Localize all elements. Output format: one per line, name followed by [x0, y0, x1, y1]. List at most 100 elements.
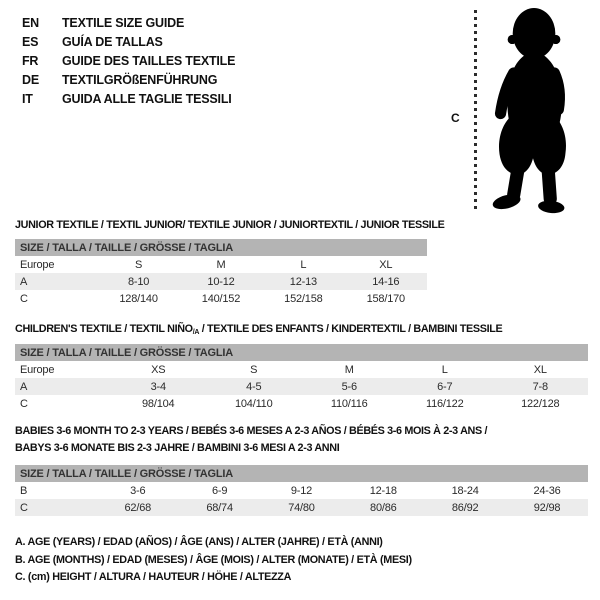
section-title-text: CHILDREN'S TEXTILE / TEXTIL NIÑO — [15, 323, 193, 335]
language-list: EN TEXTILE SIZE GUIDE ES GUÍA DE TALLAS FR GU… — [22, 13, 235, 108]
size-band-label: SIZE / TALLA / TAILLE / GRÖSSE / TAGLIA — [20, 346, 234, 359]
language-row: IT GUIDA ALLE TAGLIE TESSILI — [22, 89, 235, 108]
size-cell: 3-6 — [130, 484, 146, 497]
language-title: GUIDA ALLE TAGLIE TESSILI — [62, 91, 232, 106]
size-cell: L — [441, 363, 448, 376]
section-title-text: BABYS 3-6 MONATE BIS 2-3 JAHRE / BAMBINI… — [15, 442, 340, 454]
size-cell: 80/86 — [370, 501, 397, 514]
size-cell: 10-12 — [207, 275, 235, 288]
table-row: Europe XS S M L XL — [15, 361, 588, 378]
size-band-row: SIZE / TALLA / TAILLE / GRÖSSE / TAGLIA — [15, 239, 427, 256]
babies-size-table: SIZE / TALLA / TAILLE / GRÖSSE / TAGLIA … — [15, 465, 588, 516]
size-cell: XL — [533, 363, 547, 376]
section-title-junior: JUNIOR TEXTILE / TEXTIL JUNIOR/ TEXTILE … — [15, 217, 445, 234]
table-row: A 3-4 4-5 5-6 6-7 7-8 — [15, 378, 588, 395]
row-label: B — [20, 484, 28, 497]
size-cell: 12-13 — [289, 275, 317, 288]
language-row: EN TEXTILE SIZE GUIDE — [22, 13, 235, 32]
language-row: DE TEXTILGRÖßENFÜHRUNG — [22, 70, 235, 89]
size-cell: 5-6 — [341, 380, 358, 393]
row-label: A — [20, 275, 28, 288]
size-cell: 3-4 — [150, 380, 167, 393]
section-title-children: CHILDREN'S TEXTILE / TEXTIL NIÑO/A / TEX… — [15, 321, 503, 341]
size-cell: M — [216, 258, 226, 271]
size-cell: 116/122 — [425, 397, 464, 410]
size-cell: 86/92 — [451, 501, 479, 514]
size-cell: S — [250, 363, 258, 376]
size-band-label: SIZE / TALLA / TAILLE / GRÖSSE / TAGLIA — [20, 467, 234, 480]
footnote: B. AGE (MONTHS) / EDAD (MESES) / ÂGE (MO… — [15, 553, 412, 566]
footnote: A. AGE (YEARS) / EDAD (AÑOS) / ÂGE (ANS)… — [15, 536, 383, 548]
footnote: C. (cm) HEIGHT / ALTURA / HAUTEUR / HÖHE… — [15, 571, 292, 583]
size-cell: 8-10 — [127, 275, 150, 288]
size-cell: 68/74 — [206, 501, 233, 514]
language-title: GUIDE DES TAILLES TEXTILE — [62, 53, 236, 68]
row-label: A — [20, 380, 28, 393]
size-cell: 7-8 — [532, 380, 549, 393]
size-band: SIZE / TALLA / TAILLE / GRÖSSE / TAGLIA — [15, 465, 588, 482]
height-label: C — [451, 111, 460, 125]
size-band: SIZE / TALLA / TAILLE / GRÖSSE / TAGLIA — [15, 344, 588, 361]
row-label: C — [20, 397, 28, 410]
section-title-line: BABYS 3-6 MONATE BIS 2-3 JAHRE / BAMBINI… — [15, 440, 487, 457]
row-label: Europe — [20, 258, 55, 271]
language-title: TEXTILE SIZE GUIDE — [62, 15, 185, 30]
baby-silhouette-icon — [492, 8, 566, 214]
language-code: FR — [22, 53, 39, 68]
size-cell: 98/104 — [142, 397, 175, 410]
section-title-babies: BABIES 3-6 MONTH TO 2-3 YEARS / BEBÉS 3-… — [15, 423, 487, 457]
size-cell: 110/116 — [330, 397, 368, 410]
language-title: TEXTILGRÖßENFÜHRUNG — [62, 72, 218, 87]
section-title-text: /A — [192, 329, 200, 336]
size-cell: 74/80 — [288, 501, 315, 514]
size-band-row: SIZE / TALLA / TAILLE / GRÖSSE / TAGLIA — [15, 465, 588, 482]
table-row: Europe S M L XL — [15, 256, 427, 273]
section-title-text: JUNIOR TEXTILE / TEXTIL JUNIOR/ TEXTILE … — [15, 219, 445, 231]
size-cell: 128/140 — [119, 292, 158, 305]
language-title: GUÍA DE TALLAS — [62, 34, 163, 49]
size-cell: M — [344, 363, 354, 376]
size-cell: S — [135, 258, 143, 271]
size-cell: 6-9 — [211, 484, 228, 497]
section-title-line: BABIES 3-6 MONTH TO 2-3 YEARS / BEBÉS 3-… — [15, 423, 487, 440]
section-title-line: CHILDREN'S TEXTILE / TEXTIL NIÑO/A / TEX… — [15, 321, 503, 341]
language-row: ES GUÍA DE TALLAS — [22, 32, 235, 51]
table-row: A 8-10 10-12 12-13 14-16 — [15, 273, 427, 290]
size-band-label: SIZE / TALLA / TAILLE / GRÖSSE / TAGLIA — [20, 241, 234, 254]
size-cell: 92/98 — [533, 501, 561, 514]
language-code: DE — [22, 72, 39, 87]
size-cell: 4-5 — [246, 380, 262, 393]
size-band: SIZE / TALLA / TAILLE / GRÖSSE / TAGLIA — [15, 239, 427, 256]
size-cell: 140/152 — [201, 292, 241, 305]
language-code: IT — [22, 91, 33, 106]
table-row: C 98/104 104/110 110/116 116/122 122/128 — [15, 395, 588, 412]
section-title-line: JUNIOR TEXTILE / TEXTIL JUNIOR/ TEXTILE … — [15, 217, 445, 234]
language-code: EN — [22, 15, 39, 30]
size-cell: 18-24 — [451, 484, 479, 497]
table-row: C 128/140 140/152 152/158 158/170 — [15, 290, 427, 307]
children-size-table: SIZE / TALLA / TAILLE / GRÖSSE / TAGLIA … — [15, 344, 588, 412]
junior-size-table: SIZE / TALLA / TAILLE / GRÖSSE / TAGLIA … — [15, 239, 427, 307]
row-label: Europe — [20, 363, 55, 376]
size-band-row: SIZE / TALLA / TAILLE / GRÖSSE / TAGLIA — [15, 344, 588, 361]
size-cell: 6-7 — [437, 380, 453, 393]
language-code: ES — [22, 34, 39, 49]
size-cell: 62/68 — [124, 501, 152, 514]
size-cell: 158/170 — [366, 292, 406, 305]
size-cell: 14-16 — [372, 275, 400, 288]
size-cell: L — [300, 258, 307, 271]
size-cell: 9-12 — [290, 484, 313, 497]
size-cell: XL — [379, 258, 393, 271]
size-cell: XS — [151, 363, 166, 376]
row-label: C — [20, 292, 28, 305]
language-row: FR GUIDE DES TAILLES TEXTILE — [22, 51, 235, 70]
footnotes: A. AGE (YEARS) / EDAD (AÑOS) / ÂGE (ANS)… — [15, 534, 412, 587]
size-cell: 122/128 — [521, 397, 560, 410]
table-row: B 3-6 6-9 9-12 12-18 18-24 24-36 — [15, 482, 588, 499]
section-title-text: BABIES 3-6 MONTH TO 2-3 YEARS / BEBÉS 3-… — [15, 425, 488, 437]
size-cell: 152/158 — [284, 292, 323, 305]
size-cell: 12-18 — [369, 484, 397, 497]
size-cell: 104/110 — [234, 397, 273, 410]
section-title-text: / TEXTILE DES ENFANTS / KINDERTEXTIL / B… — [199, 323, 503, 335]
